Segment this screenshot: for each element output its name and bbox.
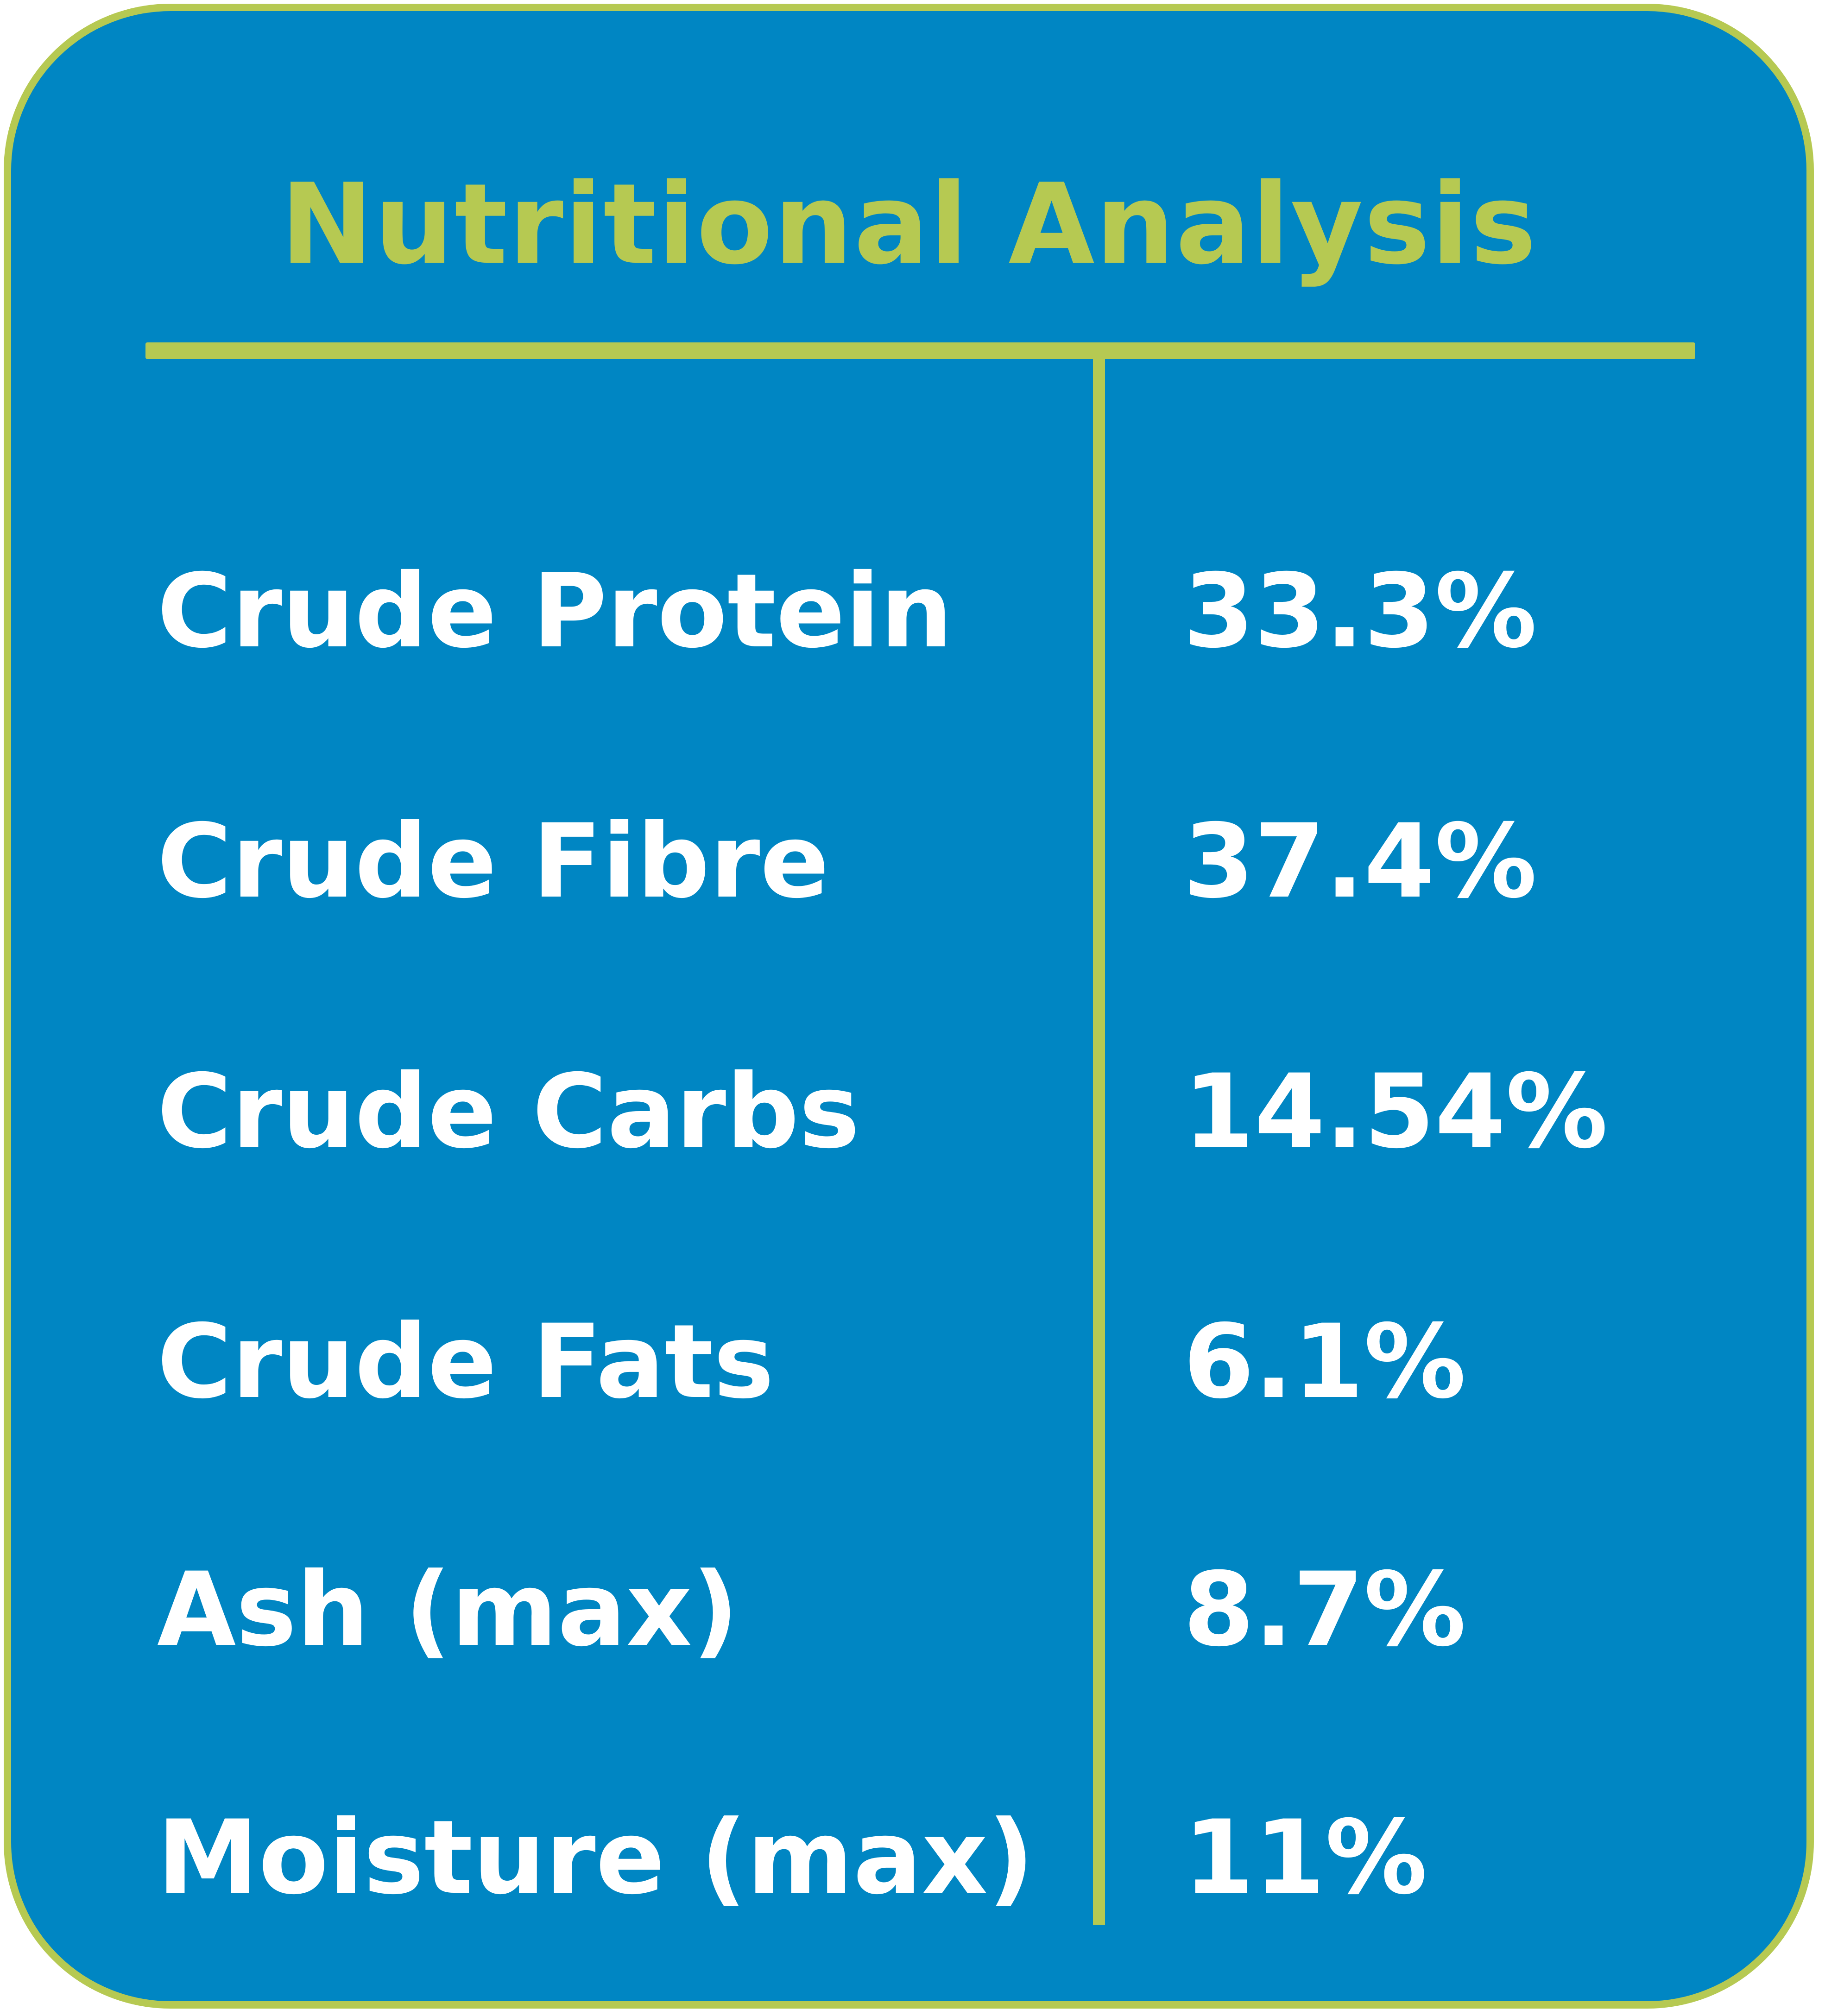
table-row: Moisture (max) 11% bbox=[11, 1788, 1806, 1927]
table-row: Crude Fibre 37.4% bbox=[11, 792, 1806, 931]
row-label-crude-carbs: Crude Carbs bbox=[157, 1052, 860, 1171]
table-row: Crude Carbs 14.54% bbox=[11, 1042, 1806, 1181]
table-row: Ash (max) 8.7% bbox=[11, 1540, 1806, 1679]
row-value-moisture: 11% bbox=[1183, 1798, 1427, 1917]
row-value-crude-carbs: 14.54% bbox=[1183, 1052, 1608, 1171]
table-title: Nutritional Analysis bbox=[280, 159, 1537, 289]
row-value-crude-fibre: 37.4% bbox=[1183, 802, 1537, 921]
row-value-crude-protein: 33.3% bbox=[1183, 552, 1537, 670]
row-label-ash: Ash (max) bbox=[157, 1550, 739, 1669]
row-label-crude-fats: Crude Fats bbox=[157, 1302, 774, 1421]
header-divider bbox=[145, 342, 1695, 359]
row-value-ash: 8.7% bbox=[1183, 1550, 1466, 1669]
nutrition-card: Nutritional Analysis Crude Protein 33.3%… bbox=[4, 4, 1814, 2009]
row-label-crude-protein: Crude Protein bbox=[157, 552, 953, 670]
row-label-moisture: Moisture (max) bbox=[157, 1798, 1035, 1917]
row-label-crude-fibre: Crude Fibre bbox=[157, 802, 829, 921]
table-row: Crude Fats 6.1% bbox=[11, 1292, 1806, 1431]
column-divider bbox=[1093, 356, 1105, 1925]
table-row: Crude Protein 33.3% bbox=[11, 542, 1806, 681]
row-value-crude-fats: 6.1% bbox=[1183, 1302, 1466, 1421]
